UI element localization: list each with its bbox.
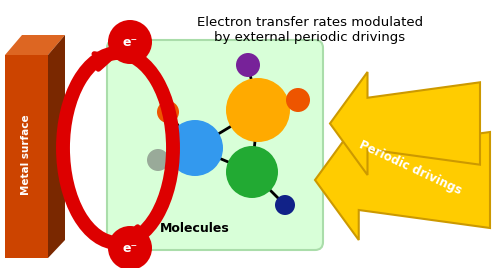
- Circle shape: [108, 226, 152, 268]
- Text: Periodic drivings: Periodic drivings: [356, 139, 464, 198]
- Text: e⁻: e⁻: [122, 241, 138, 255]
- Text: Electron transfer rates modulated: Electron transfer rates modulated: [197, 16, 423, 28]
- Circle shape: [167, 120, 223, 176]
- Polygon shape: [315, 120, 490, 240]
- Text: e⁻: e⁻: [122, 35, 138, 49]
- Circle shape: [236, 53, 260, 77]
- Polygon shape: [5, 55, 48, 258]
- Polygon shape: [330, 72, 480, 175]
- Text: Molecules: Molecules: [160, 221, 230, 234]
- Circle shape: [147, 149, 169, 171]
- Circle shape: [286, 88, 310, 112]
- Text: Metal surface: Metal surface: [21, 115, 31, 195]
- Circle shape: [157, 101, 179, 123]
- FancyBboxPatch shape: [107, 40, 323, 250]
- Polygon shape: [48, 35, 65, 258]
- Polygon shape: [5, 35, 65, 55]
- Circle shape: [275, 195, 295, 215]
- Circle shape: [226, 146, 278, 198]
- Text: by external periodic drivings: by external periodic drivings: [214, 31, 406, 43]
- Circle shape: [226, 78, 290, 142]
- Circle shape: [108, 20, 152, 64]
